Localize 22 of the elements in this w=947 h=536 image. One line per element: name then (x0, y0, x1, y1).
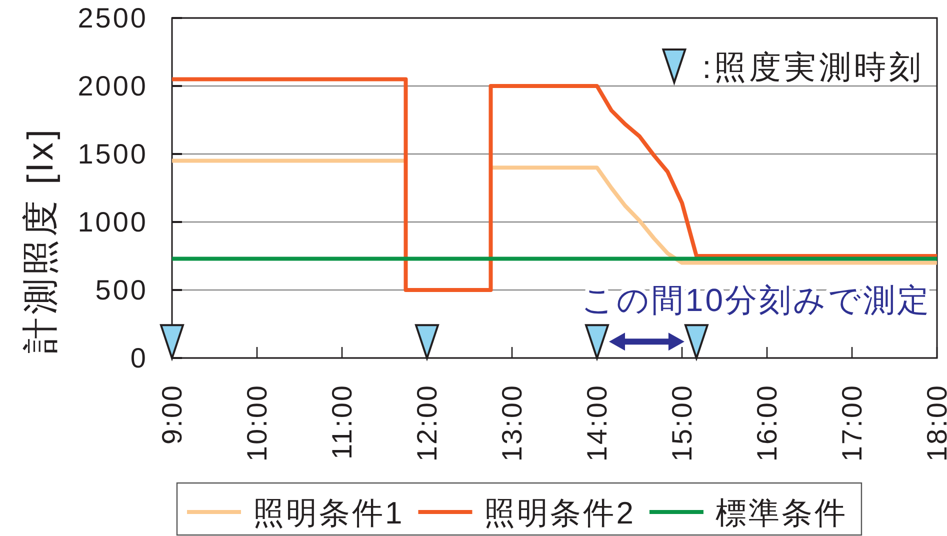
y-tick-label: 0 (130, 342, 148, 374)
y-tick-label: 1000 (78, 206, 148, 238)
x-tick-label: 13:00 (496, 384, 528, 462)
legend-label: 照明条件2 (484, 496, 636, 530)
legend-label: :照度実測時刻 (702, 49, 924, 85)
y-axis-title: 計測照度 [lx] (20, 126, 60, 354)
x-tick-label: 16:00 (752, 384, 782, 462)
x-tick-label: 18:00 (922, 384, 947, 462)
y-tick-label: 2500 (78, 2, 148, 34)
x-tick-label: 9:00 (156, 384, 188, 444)
y-tick-label: 500 (95, 274, 148, 306)
x-tick-label: 15:00 (666, 384, 698, 462)
x-tick-label: 11:00 (326, 384, 358, 460)
annotation: この間10分刻みで測定 (581, 282, 931, 318)
y-tick-label: 1500 (78, 138, 148, 170)
x-tick-label: 10:00 (242, 384, 272, 462)
x-tick-label: 17:00 (836, 384, 868, 462)
legend-label: 照明条件1 (253, 496, 404, 530)
legend-label: 標準条件 (715, 496, 848, 530)
y-tick-label: 2000 (78, 70, 148, 102)
x-tick-label: 12:00 (412, 384, 442, 462)
x-tick-label: 14:00 (582, 384, 612, 462)
